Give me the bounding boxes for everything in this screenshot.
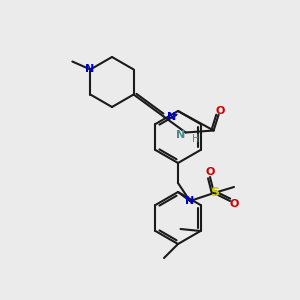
Text: H: H: [192, 134, 199, 145]
Text: S: S: [211, 187, 220, 200]
Text: N: N: [176, 130, 185, 140]
Text: N: N: [85, 64, 94, 74]
Text: O: O: [229, 199, 239, 209]
Text: O: O: [205, 167, 215, 177]
Text: N: N: [167, 112, 176, 122]
Text: N: N: [185, 196, 195, 206]
Text: O: O: [216, 106, 225, 116]
